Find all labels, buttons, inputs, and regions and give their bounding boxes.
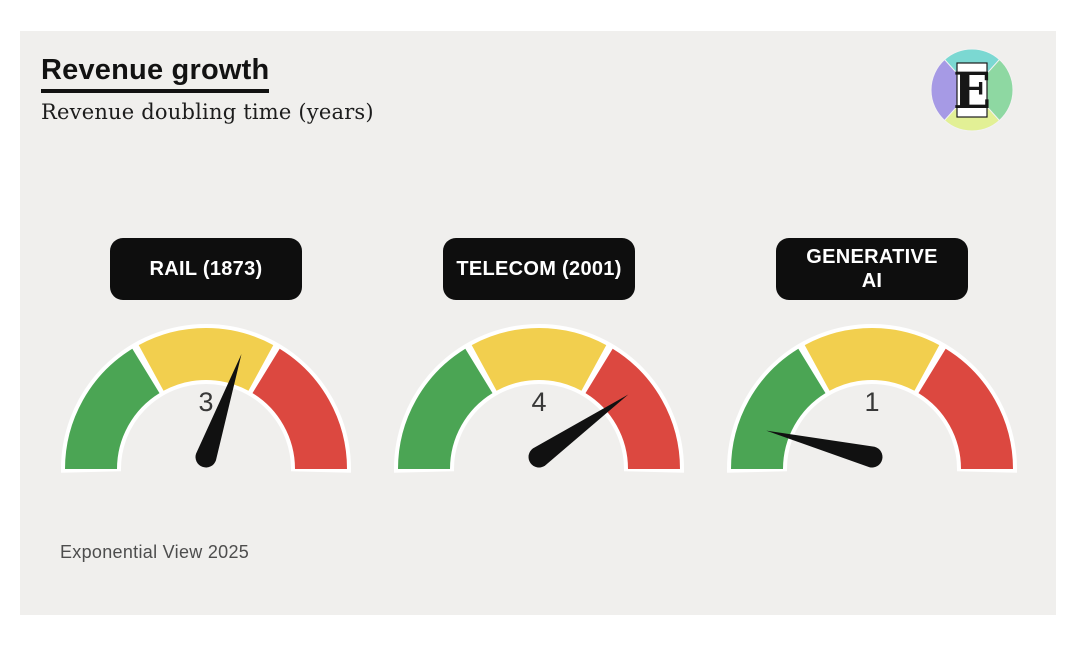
title-block: Revenue growth Revenue doubling time (ye… xyxy=(41,53,374,124)
gauge-telecom: TELECOM (2001) 4 xyxy=(389,238,689,482)
gauge-value: 4 xyxy=(531,387,546,417)
gauge-segment xyxy=(584,348,680,470)
gauge-needle xyxy=(766,430,883,468)
gauge-rail: RAIL (1873) 3 xyxy=(56,238,356,482)
gauge-title: RAIL (1873) xyxy=(149,258,263,280)
logo-wedge-left xyxy=(930,58,973,122)
gauge-chart: 3 xyxy=(61,323,351,473)
gauge-segment xyxy=(471,328,607,392)
page-subtitle: Revenue doubling time (years) xyxy=(41,99,374,124)
gauge-segment xyxy=(251,348,347,470)
gauge-segment xyxy=(731,348,827,470)
infographic-card: Revenue growth Revenue doubling time (ye… xyxy=(20,31,1056,615)
page-title: Revenue growth xyxy=(41,53,270,93)
logo-letter-plate xyxy=(956,62,988,118)
gauge-needle xyxy=(528,394,629,468)
gauge-segment xyxy=(138,328,274,392)
gauge-segment xyxy=(804,328,940,392)
logo-letter-e: E xyxy=(953,61,991,120)
exponential-view-logo: E xyxy=(930,48,1014,132)
gauge-generative-ai: GENERATIVE AI 1 xyxy=(722,238,1022,482)
gauge-title-badge: RAIL (1873) xyxy=(110,238,302,300)
gauge-value: 3 xyxy=(198,387,213,417)
gauge-value: 1 xyxy=(864,387,879,417)
gauge-title: GENERATIVE AI xyxy=(806,246,938,292)
gauge-needle xyxy=(195,353,242,468)
logo-wedge-right xyxy=(971,58,1014,122)
gauge-chart: 1 xyxy=(727,323,1017,473)
gauge-segment xyxy=(917,348,1013,470)
gauge-title-badge: TELECOM (2001) xyxy=(443,238,635,300)
gauge-segment xyxy=(65,348,161,470)
gauge-segment xyxy=(398,348,494,470)
gauge-chart: 4 xyxy=(394,323,684,473)
gauges-row: RAIL (1873) 3 TELECOM (2001) xyxy=(20,238,1056,482)
credit-text: Exponential View 2025 xyxy=(60,542,250,562)
gauge-title-badge: GENERATIVE AI xyxy=(776,238,968,300)
gauge-title: TELECOM (2001) xyxy=(456,258,622,280)
